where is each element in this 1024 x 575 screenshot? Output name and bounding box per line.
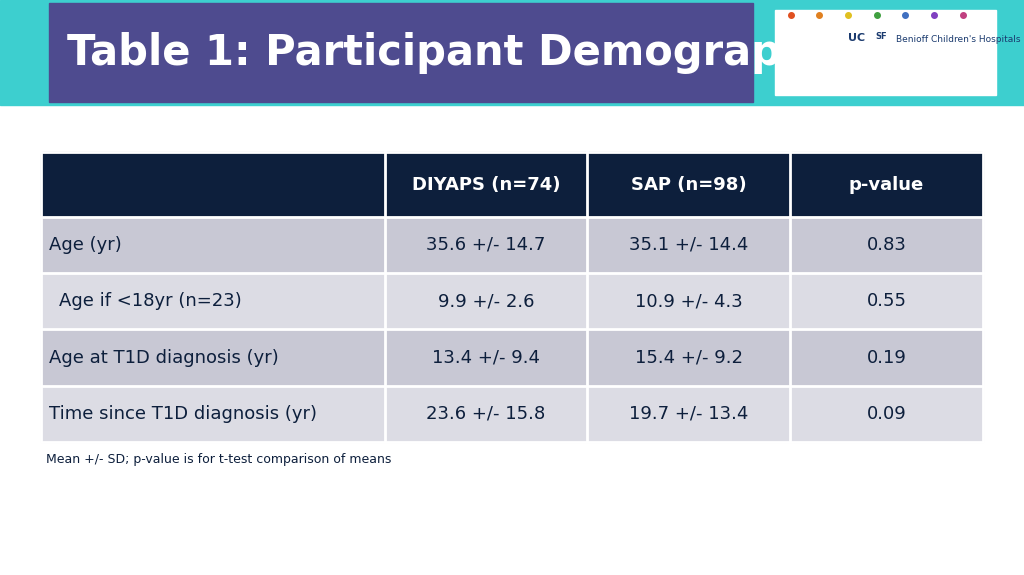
Text: Table 1: Participant Demographics: Table 1: Participant Demographics <box>67 32 873 74</box>
Text: 23.6 +/- 15.8: 23.6 +/- 15.8 <box>426 405 546 423</box>
Text: 0.55: 0.55 <box>866 292 906 311</box>
Text: Age at T1D diagnosis (yr): Age at T1D diagnosis (yr) <box>49 348 279 367</box>
Bar <box>41 217 983 273</box>
Text: 0.19: 0.19 <box>866 348 906 367</box>
Text: Age if <18yr (n=23): Age if <18yr (n=23) <box>59 292 242 311</box>
Text: Time since T1D diagnosis (yr): Time since T1D diagnosis (yr) <box>49 405 317 423</box>
Text: 35.1 +/- 14.4: 35.1 +/- 14.4 <box>629 236 749 254</box>
Text: 0.83: 0.83 <box>866 236 906 254</box>
Bar <box>775 10 996 95</box>
Text: 10.9 +/- 4.3: 10.9 +/- 4.3 <box>635 292 742 311</box>
Text: Mean +/- SD; p-value is for t-test comparison of means: Mean +/- SD; p-value is for t-test compa… <box>46 453 391 466</box>
Text: 9.9 +/- 2.6: 9.9 +/- 2.6 <box>438 292 535 311</box>
Text: p-value: p-value <box>849 175 924 194</box>
Text: 35.6 +/- 14.7: 35.6 +/- 14.7 <box>426 236 546 254</box>
Text: 19.7 +/- 13.4: 19.7 +/- 13.4 <box>629 405 749 423</box>
Text: 0.09: 0.09 <box>866 405 906 423</box>
Text: UC: UC <box>848 33 865 43</box>
Text: DIYAPS (n=74): DIYAPS (n=74) <box>412 175 560 194</box>
Text: Age (yr): Age (yr) <box>49 236 122 254</box>
Bar <box>41 273 983 329</box>
Bar <box>0 0 1024 105</box>
Bar <box>49 3 753 102</box>
Bar <box>41 152 983 217</box>
Text: 13.4 +/- 9.4: 13.4 +/- 9.4 <box>432 348 540 367</box>
Text: SF: SF <box>876 32 887 41</box>
Text: SAP (n=98): SAP (n=98) <box>631 175 746 194</box>
Bar <box>41 386 983 442</box>
Text: Benioff Children's Hospitals: Benioff Children's Hospitals <box>896 35 1021 44</box>
Bar <box>41 329 983 386</box>
Text: 15.4 +/- 9.2: 15.4 +/- 9.2 <box>635 348 742 367</box>
